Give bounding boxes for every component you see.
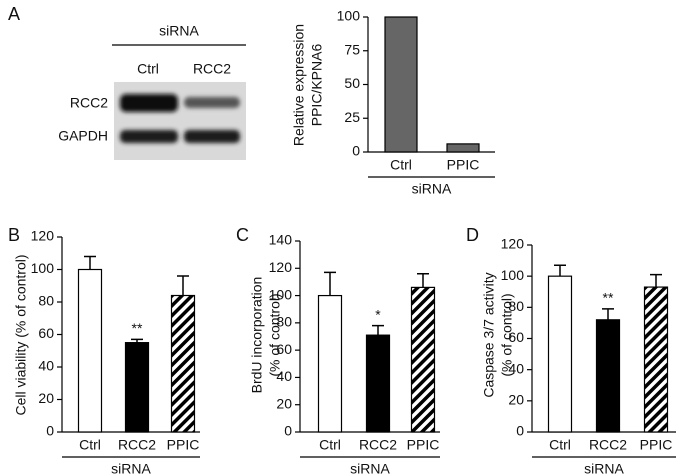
x-tick-label: Ctrl bbox=[549, 437, 571, 453]
y-axis-label: (% of control) bbox=[267, 293, 283, 376]
bar bbox=[384, 16, 418, 153]
panel-label: A bbox=[8, 4, 20, 24]
lane-label: RCC2 bbox=[193, 61, 231, 77]
y-tick-label: 50 bbox=[344, 75, 360, 91]
y-tick-label: 120 bbox=[269, 259, 293, 275]
x-axis-label: siRNA bbox=[412, 181, 452, 197]
bar bbox=[643, 286, 669, 433]
x-axis-label: siRNA bbox=[350, 461, 390, 476]
y-axis-label: PPIC/KPNA6 bbox=[309, 44, 325, 127]
x-tick-label: PPIC bbox=[447, 157, 480, 173]
x-axis-label: siRNA bbox=[584, 461, 624, 476]
x-tick-label: RCC2 bbox=[359, 437, 397, 453]
error-bar bbox=[324, 271, 336, 296]
x-tick-label: Ctrl bbox=[79, 437, 101, 453]
bar bbox=[446, 143, 480, 153]
error-bar bbox=[131, 338, 143, 343]
bar bbox=[124, 342, 150, 433]
x-axis-label: siRNA bbox=[111, 461, 151, 476]
y-tick-label: 100 bbox=[31, 260, 55, 276]
bar bbox=[595, 319, 621, 433]
y-axis-label: Caspase 3/7 activity bbox=[481, 272, 497, 397]
y-tick-label: 100 bbox=[337, 8, 361, 24]
y-tick-label: 100 bbox=[269, 286, 293, 302]
bar bbox=[547, 275, 573, 433]
y-tick-label: 80 bbox=[508, 298, 524, 314]
bar bbox=[410, 286, 436, 433]
x-tick-label: Ctrl bbox=[319, 437, 341, 453]
y-tick-label: 0 bbox=[46, 423, 54, 439]
y-tick-label: 0 bbox=[516, 423, 524, 439]
y-tick-label: 80 bbox=[38, 293, 54, 309]
row-label: GAPDH bbox=[58, 128, 108, 144]
error-bar bbox=[554, 264, 566, 277]
significance: ** bbox=[132, 320, 143, 336]
panel-label: C bbox=[236, 225, 249, 245]
bar bbox=[365, 334, 391, 433]
y-tick-label: 20 bbox=[38, 390, 54, 406]
error-bar bbox=[602, 308, 614, 320]
bar bbox=[317, 294, 343, 433]
blot-group-label: siRNA bbox=[159, 23, 199, 39]
y-tick-label: 40 bbox=[38, 358, 54, 374]
y-axis-label: BrdU incorporation bbox=[249, 277, 265, 394]
x-tick-label: RCC2 bbox=[589, 437, 627, 453]
x-tick-label: RCC2 bbox=[118, 437, 156, 453]
y-tick-label: 20 bbox=[276, 395, 292, 411]
y-tick-label: 60 bbox=[508, 329, 524, 345]
y-tick-label: 40 bbox=[276, 368, 292, 384]
error-bar bbox=[417, 272, 429, 288]
bar bbox=[77, 268, 103, 433]
bar bbox=[170, 294, 196, 433]
error-bar bbox=[84, 255, 96, 270]
panel-label: D bbox=[466, 225, 479, 245]
y-tick-label: 120 bbox=[31, 228, 55, 244]
panel-label: B bbox=[8, 225, 20, 245]
y-axis-label: (% of control) bbox=[499, 293, 515, 376]
y-tick-label: 140 bbox=[269, 232, 293, 248]
y-tick-label: 40 bbox=[508, 360, 524, 376]
significance: ** bbox=[603, 290, 614, 306]
error-bar bbox=[177, 275, 189, 296]
y-tick-label: 0 bbox=[352, 143, 360, 159]
error-bar bbox=[650, 273, 662, 288]
y-tick-label: 60 bbox=[38, 325, 54, 341]
x-tick-label: PPIC bbox=[640, 437, 673, 453]
y-tick-label: 120 bbox=[501, 236, 525, 252]
y-tick-label: 20 bbox=[508, 392, 524, 408]
blot-image bbox=[114, 82, 246, 160]
y-tick-label: 100 bbox=[501, 267, 525, 283]
y-axis-label: Relative expression bbox=[291, 24, 307, 146]
y-tick-label: 0 bbox=[284, 423, 292, 439]
y-tick-label: 75 bbox=[344, 41, 360, 57]
error-bar bbox=[372, 324, 384, 336]
significance: * bbox=[375, 306, 381, 322]
x-tick-label: PPIC bbox=[167, 437, 200, 453]
x-tick-label: Ctrl bbox=[390, 157, 412, 173]
row-label: RCC2 bbox=[70, 95, 108, 111]
y-tick-label: 60 bbox=[276, 341, 292, 357]
lane-label: Ctrl bbox=[137, 61, 159, 77]
y-tick-label: 80 bbox=[276, 314, 292, 330]
y-tick-label: 25 bbox=[344, 109, 360, 125]
x-tick-label: PPIC bbox=[407, 437, 440, 453]
y-axis-label: Cell viability (% of control) bbox=[13, 254, 29, 415]
